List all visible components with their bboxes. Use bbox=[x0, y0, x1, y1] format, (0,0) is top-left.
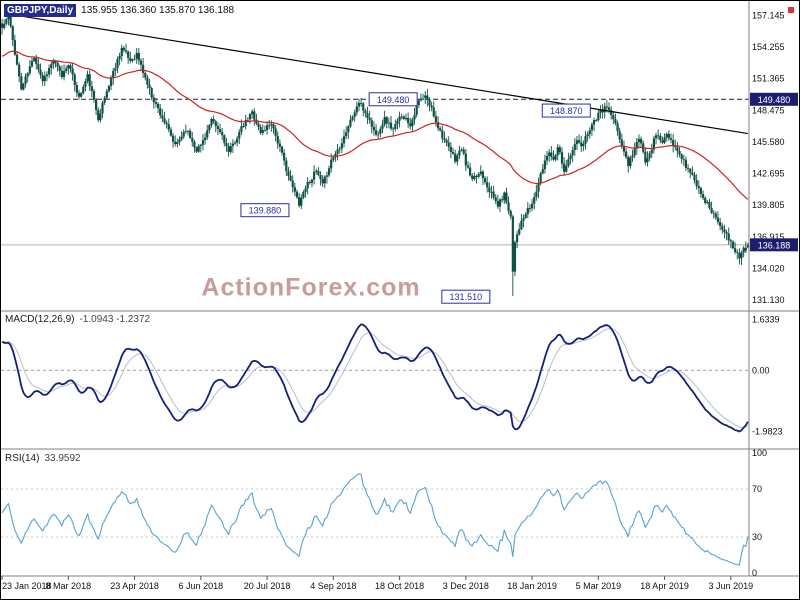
time-axis-label: 18 Oct 2018 bbox=[375, 581, 424, 591]
price-axis-label: 134.020 bbox=[752, 264, 785, 274]
rsi-label: RSI(14) bbox=[5, 453, 40, 464]
price-annotation-box bbox=[368, 92, 418, 107]
price-axis-label: 136.915 bbox=[752, 232, 785, 242]
rsi-axis-label: 100 bbox=[752, 448, 767, 458]
price-tag-box bbox=[750, 238, 798, 252]
ohlc-values: 135.955 136.360 135.870 136.188 bbox=[81, 5, 235, 16]
price-annotation-box bbox=[441, 289, 491, 304]
time-axis-label: 23 Jan 2018 bbox=[2, 581, 52, 591]
rsi-axis-label: 0 bbox=[752, 568, 757, 578]
rsi-line bbox=[1, 473, 749, 566]
descending-trendline bbox=[6, 13, 749, 135]
chart-shift-marker-icon bbox=[788, 7, 794, 13]
time-axis-label: 4 Sep 2018 bbox=[310, 581, 356, 591]
price-tag-box bbox=[750, 92, 798, 106]
time-axis-label: 3 Dec 2018 bbox=[443, 581, 489, 591]
price-axis-label: 142.695 bbox=[752, 169, 785, 179]
time-axis-label: 18 Jan 2019 bbox=[507, 581, 557, 591]
candle-bodies bbox=[1, 15, 750, 272]
price-axis-label: 139.805 bbox=[752, 200, 785, 210]
time-axis-label: 8 Mar 2018 bbox=[46, 581, 92, 591]
time-axis-label: 20 Jul 2018 bbox=[244, 581, 291, 591]
price-axis-label: 148.475 bbox=[752, 105, 785, 115]
watermark: ActionForex.com bbox=[201, 273, 421, 302]
chart-title: GBPJPY,Daily 135.955 136.360 135.870 136… bbox=[4, 4, 234, 17]
macd-header: MACD(12,26,9) -1.0943 -1.2372 bbox=[5, 314, 150, 325]
rsi-axis-label: 30 bbox=[752, 532, 762, 542]
time-axis-label: 6 Jun 2018 bbox=[179, 581, 224, 591]
price-tag-label: 136.188 bbox=[758, 240, 791, 250]
macd-signal-line bbox=[2, 328, 749, 429]
macd-label: MACD(12,26,9) bbox=[5, 314, 75, 325]
price-axis-label: 145.580 bbox=[752, 137, 785, 147]
time-axis-label: 5 Mar 2019 bbox=[576, 581, 622, 591]
price-axis-label: 157.145 bbox=[752, 10, 785, 20]
time-axis-label: 3 Jun 2019 bbox=[709, 581, 754, 591]
time-axis-label: 23 Apr 2018 bbox=[110, 581, 159, 591]
price-axis-label: 151.365 bbox=[752, 74, 785, 84]
price-annotation-label: 148.870 bbox=[550, 106, 583, 116]
macd-axis-label: -1.9823 bbox=[752, 427, 783, 437]
rsi-value: 33.9592 bbox=[44, 453, 81, 464]
price-tag-label: 149.480 bbox=[758, 95, 791, 105]
moving-average-line bbox=[1, 50, 749, 200]
price-axis-label: 131.130 bbox=[752, 295, 785, 305]
symbol-timeframe-label: GBPJPY,Daily bbox=[4, 4, 77, 17]
rsi-header: RSI(14) 33.9592 bbox=[5, 453, 81, 464]
price-annotation-label: 139.880 bbox=[249, 206, 282, 216]
price-annotation-label: 131.510 bbox=[450, 292, 483, 302]
rsi-axis-label: 70 bbox=[752, 484, 762, 494]
price-annotation-box bbox=[541, 103, 591, 118]
price-axis-label: 154.255 bbox=[752, 42, 785, 52]
price-annotation-label: 149.480 bbox=[377, 95, 410, 105]
macd-axis-label: 1.6339 bbox=[752, 315, 780, 325]
macd-axis-label: 0.00 bbox=[752, 365, 770, 375]
time-axis-label: 18 Apr 2019 bbox=[640, 581, 689, 591]
macd-values: -1.0943 -1.2372 bbox=[79, 314, 151, 325]
price-annotation-box bbox=[240, 203, 290, 218]
candle-wicks bbox=[1, 13, 749, 297]
macd-main-line bbox=[1, 323, 749, 433]
